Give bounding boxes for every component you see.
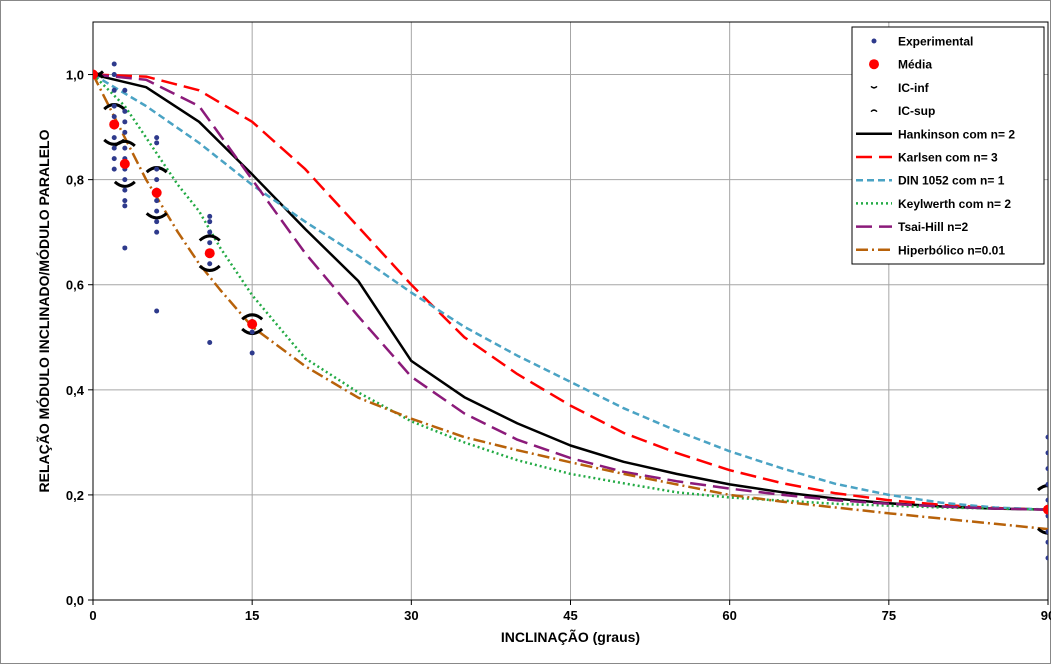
scatter-point-1 xyxy=(122,130,127,135)
scatter-point-1 xyxy=(207,219,212,224)
y-tick-label: 0,2 xyxy=(66,488,84,503)
legend-label: Hiperbólico n=0.01 xyxy=(898,243,1005,257)
y-tick-label: 0,6 xyxy=(66,278,84,293)
scatter-point-1 xyxy=(122,119,127,124)
legend-symbol xyxy=(872,39,877,44)
legend-label: DIN 1052 com n= 1 xyxy=(898,174,1005,188)
legend-label: Experimental xyxy=(898,35,973,49)
scatter-point-2 xyxy=(205,248,215,258)
scatter-point-1 xyxy=(154,309,159,314)
x-tick-label: 0 xyxy=(89,608,96,623)
scatter-point-1 xyxy=(122,245,127,250)
scatter-point-2 xyxy=(109,119,119,129)
scatter-point-1 xyxy=(154,219,159,224)
scatter-point-1 xyxy=(154,177,159,182)
scatter-point-1 xyxy=(154,198,159,203)
scatter-point-1 xyxy=(112,104,117,109)
y-tick-label: 0,8 xyxy=(66,173,84,188)
legend-label: Média xyxy=(898,58,932,72)
scatter-point-1 xyxy=(112,72,117,77)
legend-symbol xyxy=(869,59,879,69)
y-tick-label: 0,4 xyxy=(66,383,85,398)
legend: Experimental Média IC-inf IC-sup Hankinson c… xyxy=(852,27,1044,264)
scatter-point-1 xyxy=(112,135,117,140)
scatter-point-1 xyxy=(112,62,117,67)
scatter-point-1 xyxy=(122,88,127,93)
scatter-point-1 xyxy=(122,203,127,208)
scatter-point-2 xyxy=(120,159,130,169)
x-tick-label: 30 xyxy=(404,608,418,623)
legend-label: IC-inf xyxy=(898,81,930,95)
x-tick-label: 75 xyxy=(882,608,896,623)
scatter-point-1 xyxy=(112,88,117,93)
scatter-point-1 xyxy=(112,167,117,172)
scatter-point-1 xyxy=(122,188,127,193)
scatter-point-1 xyxy=(154,140,159,145)
scatter-point-1 xyxy=(112,156,117,161)
scatter-point-1 xyxy=(207,214,212,219)
legend-label: Karlsen com n= 3 xyxy=(898,151,998,165)
scatter-point-1 xyxy=(122,177,127,182)
scatter-point-1 xyxy=(122,109,127,114)
scatter-point-1 xyxy=(112,146,117,151)
legend-label: IC-sup xyxy=(898,104,935,118)
x-tick-label: 90 xyxy=(1041,608,1051,623)
legend-label: Keylwerth com n= 2 xyxy=(898,197,1011,211)
scatter-point-1 xyxy=(154,230,159,235)
scatter-point-1 xyxy=(250,351,255,356)
x-tick-label: 60 xyxy=(722,608,736,623)
legend-label: Hankinson com n= 2 xyxy=(898,127,1015,141)
scatter-point-1 xyxy=(207,261,212,266)
scatter-point-1 xyxy=(154,167,159,172)
legend-label: Tsai-Hill n=2 xyxy=(898,220,968,234)
scatter-point-1 xyxy=(250,330,255,335)
scatter-point-2 xyxy=(152,188,162,198)
scatter-point-1 xyxy=(122,198,127,203)
y-axis-title: RELAÇÃO MÓDULO INCLINADO/MÓDULO PARALELO xyxy=(35,129,52,492)
scatter-point-1 xyxy=(154,135,159,140)
y-tick-label: 0,0 xyxy=(66,593,84,608)
scatter-point-2 xyxy=(247,319,257,329)
x-tick-label: 45 xyxy=(563,608,577,623)
scatter-point-1 xyxy=(122,146,127,151)
scatter-point-1 xyxy=(207,240,212,245)
scatter-point-1 xyxy=(154,209,159,214)
x-tick-label: 15 xyxy=(245,608,259,623)
scatter-point-1 xyxy=(207,230,212,235)
x-axis-title: INCLINAÇÃO (graus) xyxy=(501,628,640,645)
scatter-point-1 xyxy=(207,340,212,345)
scatter-point-1 xyxy=(112,114,117,119)
y-tick-label: 1,0 xyxy=(66,68,84,83)
